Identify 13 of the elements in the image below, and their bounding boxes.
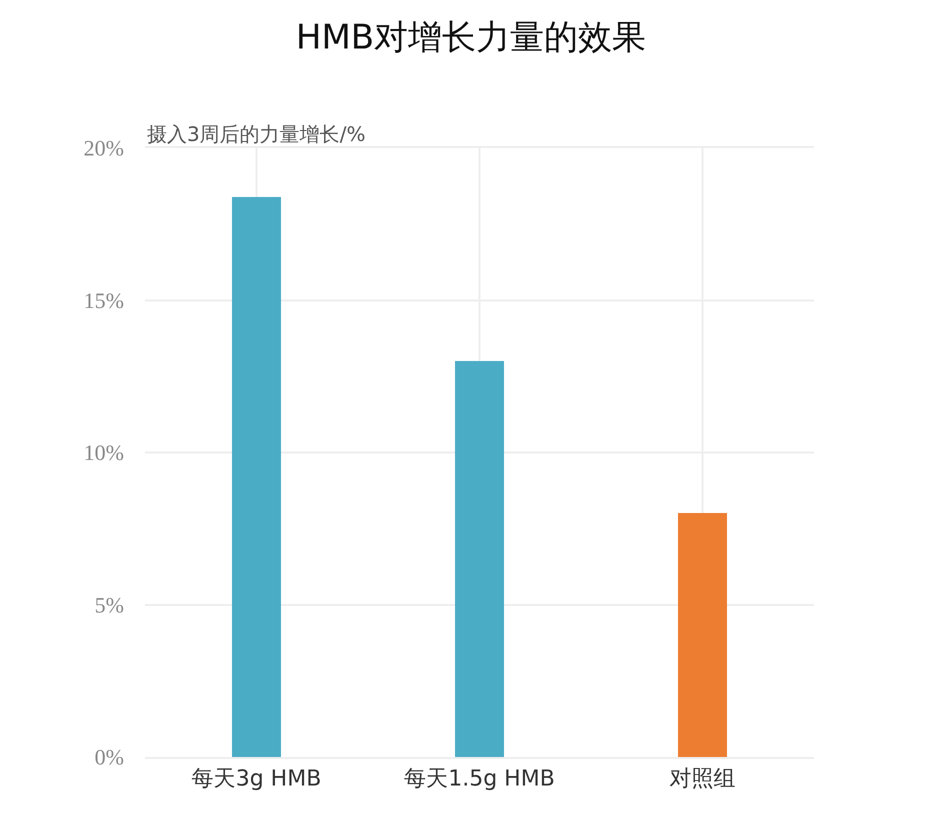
- y-tick-label: 0%: [94, 744, 124, 770]
- y-tick-label: 5%: [94, 592, 124, 618]
- x-tick-label: 对照组: [670, 766, 736, 792]
- bar: [455, 361, 504, 757]
- x-tick-label: 每天1.5g HMB: [404, 766, 555, 792]
- bar: [678, 513, 727, 757]
- y-axis-title: 摄入3周后的力量增长/%: [147, 122, 366, 146]
- y-tick-label: 20%: [84, 136, 124, 161]
- bar: [232, 197, 281, 757]
- x-tick-label: 每天3g HMB: [192, 766, 322, 792]
- chart-title: HMB对增长力量的效果: [296, 18, 646, 58]
- y-tick-label: 15%: [84, 288, 124, 313]
- y-tick-label: 10%: [84, 440, 124, 466]
